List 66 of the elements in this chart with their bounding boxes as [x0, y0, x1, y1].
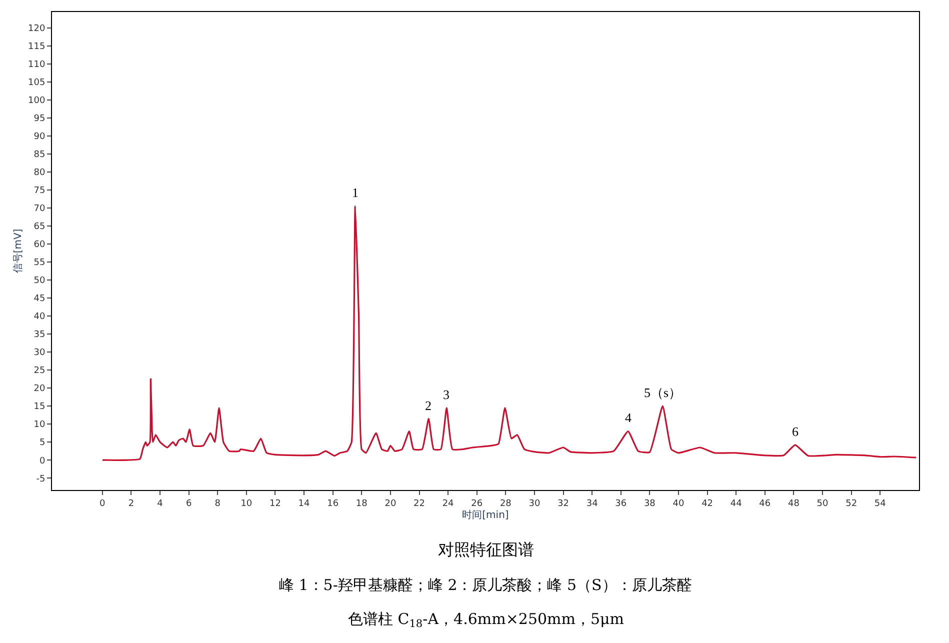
annotation: 3 [443, 387, 450, 402]
annotation: 6 [792, 424, 799, 439]
text: 色谱柱 C$_{18}$-A，4.6mm×250mm，5μm [348, 610, 624, 630]
x-tick-label: 24 [442, 498, 454, 509]
x-tick-label: 48 [788, 498, 800, 509]
x-tick-label: 8 [214, 498, 221, 509]
x-tick-label: 4 [157, 498, 164, 509]
x-tick-label: 34 [586, 498, 598, 509]
y-tick-label: 35 [34, 330, 46, 340]
y-tick-label: -5 [36, 474, 46, 484]
x-tick-label: 54 [874, 498, 886, 509]
y-tick-label: 80 [34, 168, 46, 178]
x-tick-label: 44 [730, 498, 742, 509]
line-series [102, 205, 917, 461]
x-tick-label: 50 [816, 498, 829, 509]
y-tick-label: 25 [34, 366, 46, 376]
x-tick-label: 22 [414, 498, 425, 509]
annotation: 5（s） [644, 385, 682, 400]
x-tick-label: 28 [500, 498, 512, 509]
x-tick-label: 18 [356, 498, 368, 509]
x-tick-label: 14 [298, 498, 310, 509]
x-tick-label: 38 [644, 498, 656, 509]
y-tick-label: 55 [34, 258, 46, 268]
y-tick-label: 30 [34, 348, 46, 358]
text: 峰 1：5-羟甲基糠醛；峰 2：原儿茶酸；峰 5（S）：原儿茶醛 [279, 576, 692, 594]
y-tick-label: 85 [34, 150, 46, 160]
y-tick-label: 100 [28, 96, 46, 106]
x-axis-title: 时间[min] [462, 508, 509, 521]
y-tick-label: 115 [28, 42, 46, 52]
y-tick-label: 75 [34, 186, 46, 196]
y-tick-label: 50 [34, 276, 46, 286]
x-tick-label: 52 [846, 498, 858, 509]
x-tick-label: 36 [615, 498, 627, 509]
x-tick-label: 12 [270, 498, 281, 509]
y-tick-label: 120 [28, 24, 46, 34]
annotation: 2 [425, 398, 432, 413]
x-tick-label: 30 [528, 498, 540, 509]
y-tick-label: 40 [34, 312, 46, 322]
y-axis-title: 信号[mV] [12, 228, 24, 274]
y-tick-label: 90 [34, 132, 46, 142]
x-tick-label: 10 [240, 498, 252, 509]
annotation: 4 [625, 410, 632, 425]
y-tick-label: 5 [39, 438, 46, 448]
x-tick-label: 6 [186, 498, 192, 509]
y-tick-label: 0 [39, 456, 46, 466]
y-tick-label: 60 [34, 240, 46, 250]
x-tick-label: 26 [471, 498, 483, 509]
y-tick-label: 70 [34, 204, 46, 214]
y-tick-label: 65 [34, 222, 46, 232]
y-tick-label: 15 [34, 402, 46, 412]
x-tick-label: 2 [128, 498, 134, 509]
x-tick-label: 0 [100, 498, 106, 509]
x-tick-label: 46 [759, 498, 771, 509]
x-tick-label: 16 [327, 498, 339, 509]
x-tick-label: 40 [672, 498, 684, 509]
y-tick-label: 10 [34, 420, 46, 430]
y-tick-label: 95 [34, 114, 46, 124]
x-tick-label: 42 [702, 498, 714, 509]
x-tick-label: 32 [558, 498, 569, 509]
y-tick-label: 20 [34, 384, 46, 394]
x-tick-label: 20 [384, 498, 396, 509]
y-tick-label: 110 [28, 60, 46, 70]
y-tick-label: 45 [34, 294, 46, 304]
annotation: 1 [352, 185, 358, 200]
y-tick-label: 105 [28, 78, 46, 88]
text: 对照特征图谱 [438, 540, 534, 559]
